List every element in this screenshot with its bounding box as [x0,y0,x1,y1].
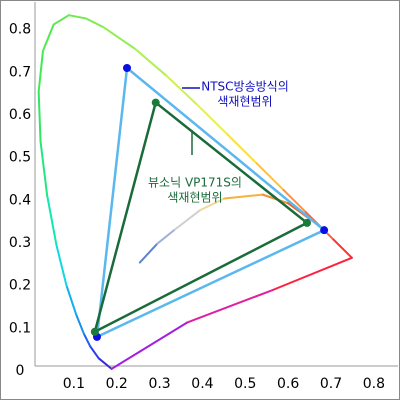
x-tick-label: 0.1 [63,376,85,392]
x-tick-label: 0.8 [363,376,385,392]
curve-segment [165,74,198,106]
y-tick-label: 0.3 [9,235,31,251]
curve-segment [110,321,188,370]
y-tick-label: 0.6 [9,107,31,123]
vertex-marker [320,226,329,235]
vertex-marker [90,327,99,336]
annotation: 색재현범위 [167,191,222,205]
curve-segment [223,193,264,200]
curve-segment [89,345,100,360]
curve-segment [134,48,168,77]
curve-segment [84,17,105,29]
x-tick-label: 0.7 [320,376,342,392]
curve-segment [138,242,159,264]
x-tick-label: 0.3 [148,376,170,392]
curve-segment [97,357,113,370]
curve-segment [37,90,42,143]
annotation: NTSC방송방식의 [201,80,289,94]
curve-segment [102,26,137,51]
curve-segment [174,209,202,231]
curve-segment [41,23,55,52]
curve-segment [195,103,229,136]
curve-segment [46,193,58,247]
y-tick-label: 0.1 [9,320,31,336]
x-tick-label: 0.4 [191,376,213,392]
gamut-triangle [92,100,310,335]
curve-segment [255,162,285,191]
curve-segment [52,14,70,26]
curve-segment [271,256,353,292]
x-tick-label: 0.6 [277,376,299,392]
curve-segment [37,49,44,93]
y-tick-label: 0.8 [9,22,31,38]
vertex-marker [303,218,311,227]
y-tick-label: 0.2 [9,278,31,294]
y-tick-label: 0.4 [9,192,31,208]
gamut-triangle [95,65,327,339]
y-tick-label: 0 [16,363,25,379]
curve-segment [226,133,258,165]
curve-segment [75,313,85,335]
curve-segment [65,284,78,316]
curve-segment [332,238,353,259]
curve-segment [39,140,49,196]
curve-segment [156,228,177,245]
vertex-marker [151,98,160,107]
curve-segment [199,197,226,212]
x-tick-label: 0.2 [106,376,128,392]
curve-segment [282,188,307,214]
curve-segment [82,332,92,348]
y-tick-label: 0.5 [9,150,31,166]
curve-segment [55,244,68,287]
curve-segment [67,14,87,20]
annotation: 색재현범위 [217,95,272,109]
x-tick-label: 0.5 [234,376,256,392]
curve-segment [186,289,274,324]
vertex-marker [123,64,131,73]
y-tick-label: 0.7 [9,64,31,80]
annotation: 뷰소닉 VP171S의 [148,176,242,190]
